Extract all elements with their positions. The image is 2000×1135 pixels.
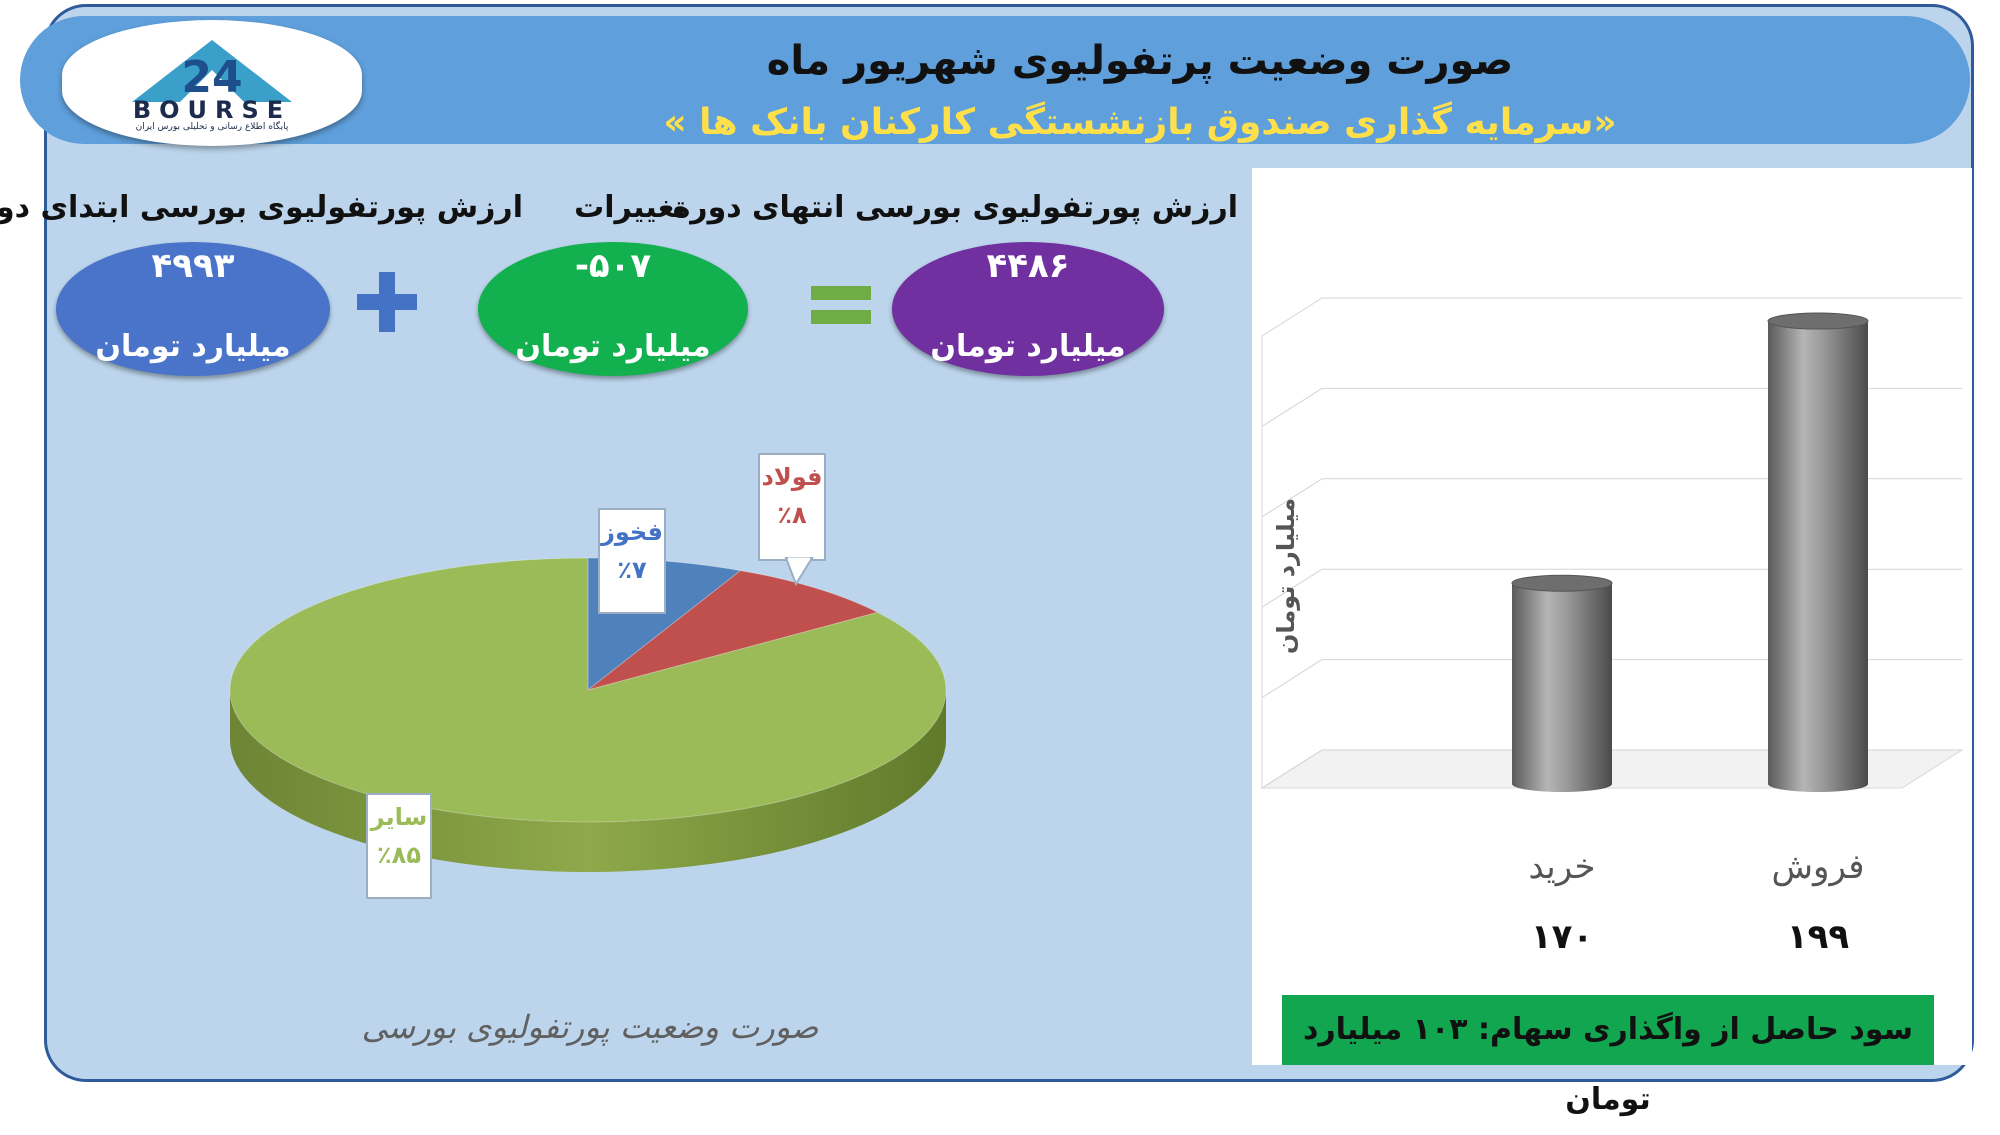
bar-gridline-diag-4 (1261, 387, 1323, 427)
pie-label-fakhooz: فخوز ٪۷ (598, 508, 666, 614)
start-value-ellipse: ۴۹۹۳ میلیارد تومان (56, 242, 330, 376)
logo-mountain-icon: 24 (132, 40, 292, 103)
start-value-title: ارزش پورتفولیوی بورسی ابتدای دوره (0, 190, 523, 225)
pie-label-fakhooz-name: فخوز (601, 518, 663, 546)
end-value-ellipse: ۴۴۸۶ میلیارد تومان (892, 242, 1164, 376)
end-unit: میلیارد تومان (930, 329, 1126, 364)
logo-caption: پایگاه اطلاع رسانی و تحلیلی بورس ایران (135, 122, 289, 132)
pie-label-other-pct: ٪۸۵ (377, 841, 421, 869)
end-value-title: ارزش پورتفولیوی بورسی انتهای دوره (672, 190, 1238, 225)
pie-chart-title: صورت وضعیت پورتفولیوی بورسی (361, 1008, 819, 1046)
start-unit: میلیارد تومان (95, 329, 291, 364)
bar-category-label-1: فروش (1772, 847, 1865, 887)
change-value-ellipse: -۵۰۷ میلیارد تومان (478, 242, 748, 376)
pie-label-other: سایر ٪۸۵ (366, 793, 432, 899)
change-value: -۵۰۷ (574, 246, 652, 286)
logo-wordmark: BOURSE (132, 96, 292, 124)
bar-category-label-0: خرید (1528, 847, 1595, 887)
profit-note: سود حاصل از واگذاری سهام: ۱۰۳ میلیارد تو… (1282, 995, 1934, 1117)
page-title: صورت وضعیت پرتفولیوی شهریور ماه (766, 38, 1514, 84)
header-band: صورت وضعیت پرتفولیوی شهریور ماه «سرمایه … (20, 16, 1970, 144)
page-subtitle: «سرمایه گذاری صندوق بازنشستگی کارکنان با… (663, 102, 1617, 143)
foolad-callout-pointer (784, 557, 814, 586)
bar-gridline-diag-0 (1261, 749, 1323, 789)
bourse-logo: 24 BOURSE پایگاه اطلاع رسانی و تحلیلی بو… (62, 20, 362, 146)
bar-cylinder-1 (1768, 321, 1868, 792)
bar-value-label-1: ۱۹۹ (1787, 917, 1850, 957)
equals-icon (806, 270, 876, 340)
bar-gridline-diag-1 (1261, 659, 1323, 699)
bar-y-axis-label: میلیارد تومان (1272, 498, 1300, 654)
change-title: تغییرات (574, 190, 686, 225)
pie-label-other-name: سایر (370, 803, 428, 831)
bar-cylinder-0 (1512, 583, 1612, 792)
end-value: ۴۴۸۶ (986, 246, 1070, 286)
pie-label-fakhooz-pct: ٪۷ (617, 556, 647, 584)
pie-label-foolad-name: فولاد (761, 463, 823, 491)
bar-gridline-diag-2 (1261, 568, 1323, 608)
bar-value-label-0: ۱۷۰ (1531, 917, 1593, 957)
plus-icon (352, 262, 422, 342)
bar-cylinder-top-0 (1511, 574, 1613, 592)
pie-label-foolad: فولاد ٪۸ (758, 453, 826, 561)
bar-gridline-diag-5 (1261, 297, 1323, 337)
svg-text:24: 24 (181, 52, 242, 103)
portfolio-pie-chart (229, 557, 947, 872)
pie-label-foolad-pct: ٪۸ (777, 501, 807, 529)
pie-slice-1 (587, 570, 879, 691)
bar-cylinder-top-1 (1767, 312, 1869, 330)
bar-gridline-diag-3 (1261, 478, 1323, 518)
change-unit: میلیارد تومان (515, 329, 711, 364)
start-value: ۴۹۹۳ (151, 246, 235, 286)
